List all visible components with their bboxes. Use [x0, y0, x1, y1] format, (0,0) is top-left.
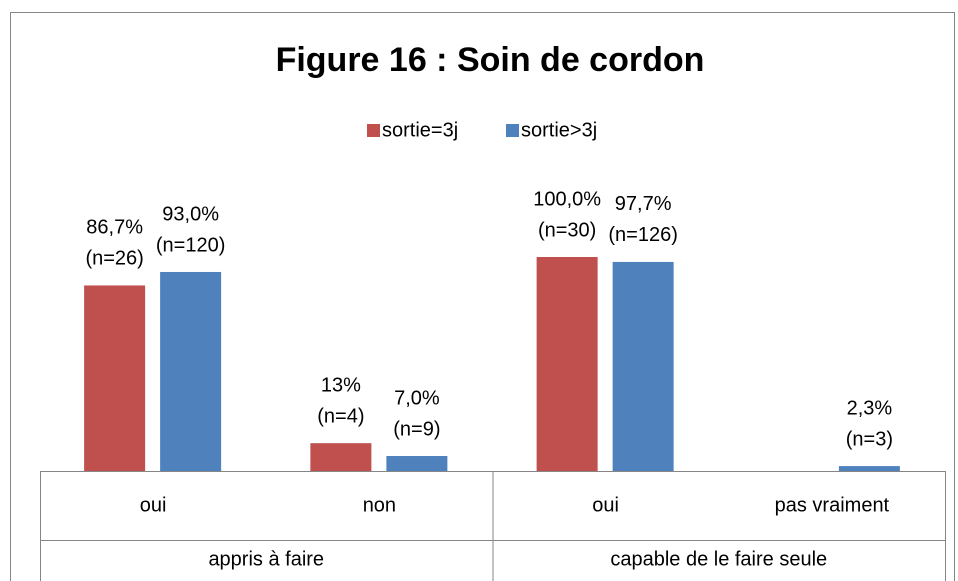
- x-tick-label: non: [363, 494, 396, 516]
- data-label: 13%: [321, 374, 361, 396]
- x-tick-label: oui: [140, 494, 167, 516]
- chart-border: [10, 12, 955, 581]
- data-label: (n=126): [608, 224, 678, 246]
- legend-swatch: [506, 124, 519, 137]
- group-label: capable de le faire seule: [610, 548, 827, 570]
- bar: [84, 285, 146, 471]
- legend-label: sortie>3j: [521, 119, 597, 141]
- bar: [310, 443, 372, 471]
- data-label: (n=30): [538, 219, 596, 241]
- data-label: 2,3%: [847, 397, 893, 419]
- bar: [160, 271, 222, 471]
- data-label: 97,7%: [615, 193, 672, 215]
- group-label: appris à faire: [208, 548, 324, 570]
- data-label: 7,0%: [394, 387, 440, 409]
- legend-swatch: [367, 124, 380, 137]
- data-label: (n=120): [156, 234, 226, 256]
- data-label: (n=4): [317, 405, 364, 427]
- bar: [838, 466, 900, 471]
- x-tick-label: oui: [592, 494, 619, 516]
- data-label: (n=9): [393, 418, 440, 440]
- data-label: (n=3): [846, 428, 893, 450]
- chart-title: Figure 16 : Soin de cordon: [276, 41, 705, 79]
- bar: [386, 456, 448, 471]
- legend-label: sortie=3j: [382, 119, 458, 141]
- bar: [536, 257, 598, 471]
- x-tick-label: pas vraiment: [775, 494, 890, 516]
- bar: [612, 261, 674, 471]
- data-label: 93,0%: [162, 203, 219, 225]
- data-label: (n=26): [85, 248, 143, 270]
- data-label: 86,7%: [86, 217, 143, 239]
- data-label: 100,0%: [533, 188, 601, 210]
